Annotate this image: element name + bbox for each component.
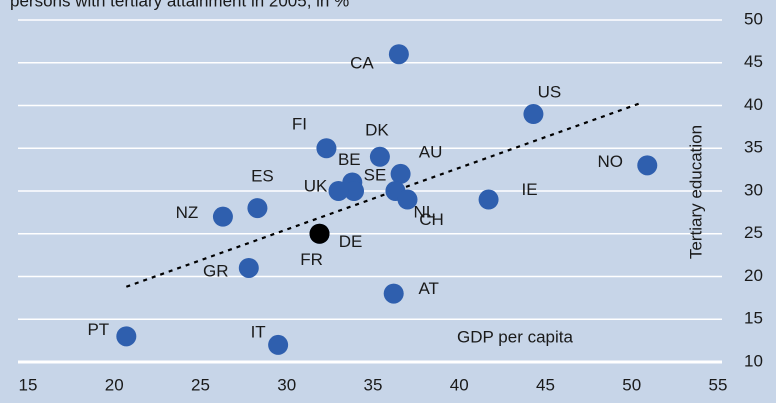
point: [328, 181, 349, 201]
point-label: ES: [251, 167, 274, 186]
point-label: DK: [365, 120, 389, 139]
point-label: AU: [419, 142, 443, 161]
y-tick-label: 15: [744, 309, 763, 328]
x-tick-label: 55: [709, 375, 728, 394]
trendline: [125, 102, 640, 288]
point-label: NO: [598, 152, 624, 171]
point: [397, 189, 418, 210]
point-label: UK: [304, 176, 328, 195]
x-tick-label: 35: [364, 375, 383, 394]
x-tick-label: 50: [622, 375, 641, 394]
point-label: AT: [418, 279, 438, 298]
point: [344, 181, 365, 201]
point-label: US: [538, 83, 562, 102]
point: [383, 283, 404, 304]
point-label: FR: [300, 250, 323, 269]
x-tick-label: 45: [536, 375, 555, 394]
point: [268, 334, 289, 355]
x-tick-label: 30: [277, 375, 296, 394]
point: [637, 155, 658, 176]
x-tick-label: 15: [19, 375, 38, 394]
y-tick-label: 10: [744, 351, 763, 370]
point: [212, 206, 233, 227]
point-label: NZ: [176, 203, 199, 222]
point-label: GR: [203, 261, 229, 280]
point-label: IE: [522, 180, 538, 199]
x-axis-label: GDP per capita: [457, 327, 573, 346]
x-tick-label: 20: [105, 375, 124, 394]
point: [388, 44, 409, 65]
point: [478, 189, 499, 210]
y-axis-label: Tertiary education: [686, 125, 705, 259]
y-tick-label: 25: [744, 223, 763, 242]
y-tick-label: 20: [744, 266, 763, 285]
x-tick-label: 25: [191, 375, 210, 394]
point: [247, 198, 268, 219]
y-tick-label: 45: [744, 52, 763, 71]
x-tick-label: 40: [450, 375, 469, 394]
y-tick-label: 50: [744, 9, 763, 28]
point-label: CA: [350, 54, 374, 73]
y-tick-label: 40: [744, 95, 763, 114]
point-label: DE: [339, 232, 363, 251]
point: [369, 146, 390, 167]
point-label: SE: [364, 165, 387, 184]
point: [523, 104, 544, 125]
y-tick-label: 35: [744, 138, 763, 157]
point-label: FI: [292, 115, 307, 134]
point-label: BE: [338, 150, 361, 169]
point-label: PT: [87, 320, 109, 339]
point: [390, 163, 411, 184]
point: [309, 223, 330, 244]
chart-title: persons with tertiary attainment in 2005…: [10, 0, 349, 10]
point-label: NL: [414, 202, 436, 221]
point-label: IT: [251, 322, 266, 341]
point-label: CH: [419, 210, 444, 229]
point: [238, 257, 259, 278]
y-tick-label: 30: [744, 180, 763, 199]
point: [116, 326, 137, 347]
point: [316, 138, 337, 159]
